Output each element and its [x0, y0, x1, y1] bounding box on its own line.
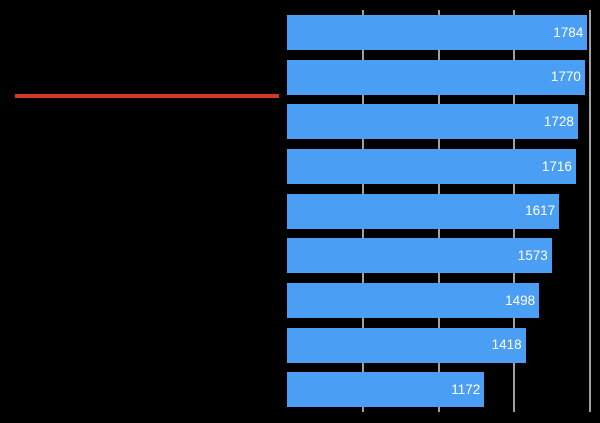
- bar: 1617: [287, 193, 560, 229]
- bar: 1418: [287, 327, 526, 363]
- bar-value-label: 1172: [451, 381, 481, 397]
- bar-value-label: 1716: [541, 158, 572, 174]
- bar-value-label: 1784: [553, 24, 584, 40]
- bar: 1728: [287, 104, 578, 140]
- bar: 1716: [287, 148, 576, 184]
- bar: 1770: [287, 59, 585, 95]
- bar: 1498: [287, 282, 540, 318]
- bar-value-label: 1498: [505, 292, 536, 308]
- bar-value-label: 1728: [543, 113, 574, 129]
- bar-value-label: 1573: [517, 247, 548, 263]
- x-gridline: [589, 10, 591, 412]
- bar-value-label: 1770: [550, 69, 581, 85]
- plot-area: 1784 1770 1728 1716 1617 1573 1498 1418 1172: [287, 10, 591, 412]
- bar: 1172: [287, 372, 485, 408]
- bar: 1573: [287, 238, 552, 274]
- bar-value-label: 1418: [491, 337, 522, 353]
- bar-value-label: 1617: [525, 203, 556, 219]
- red-annotation-line: [15, 94, 279, 98]
- bar: 1784: [287, 14, 588, 50]
